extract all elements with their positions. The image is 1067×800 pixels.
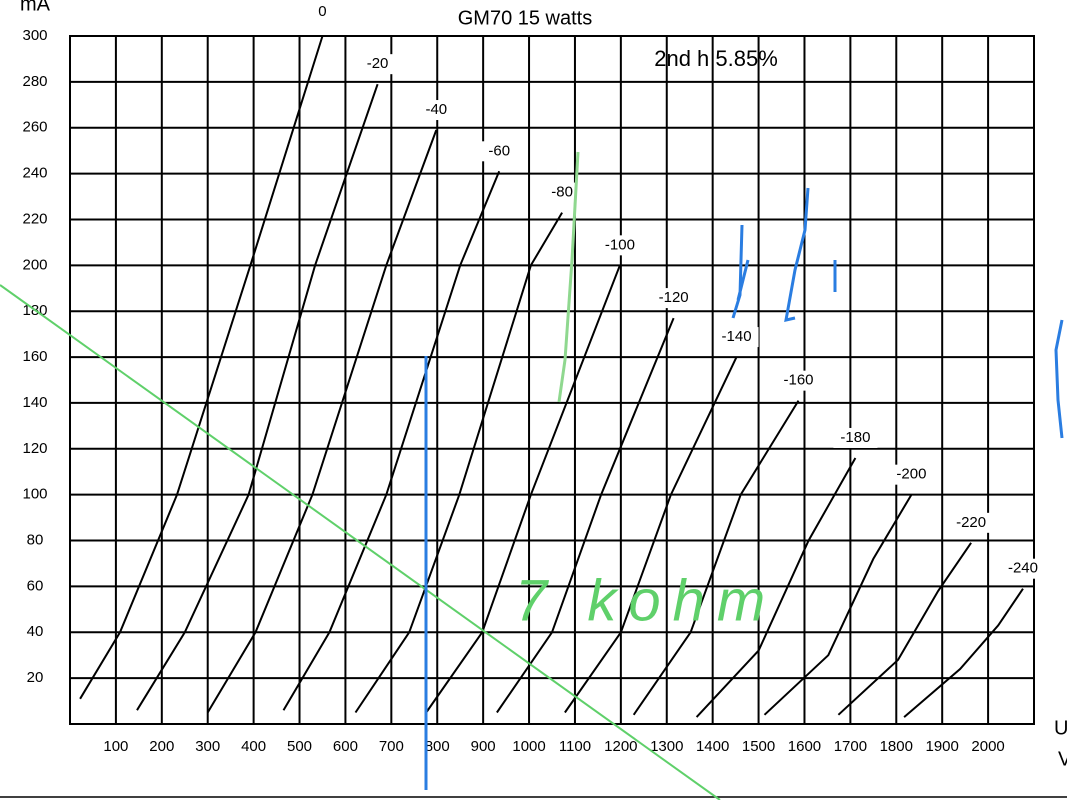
label-bg <box>1000 558 1045 579</box>
curve-label: -100 <box>605 236 635 253</box>
x-tick-label: 2000 <box>971 738 1004 755</box>
y-tick-label: 220 <box>22 210 47 227</box>
curve <box>837 542 972 716</box>
curve-label: -20 <box>367 55 389 72</box>
x-tick-label: 700 <box>379 738 404 755</box>
x-axis-label: U <box>1054 717 1067 739</box>
y-tick-label: 60 <box>27 577 44 594</box>
x-tick-label: 1700 <box>834 738 867 755</box>
chart-title: GM70 15 watts <box>458 7 593 29</box>
x-tick-label: 600 <box>333 738 358 755</box>
y-tick-label: 120 <box>22 440 47 457</box>
curve-label: -120 <box>659 289 689 306</box>
label-bg <box>544 182 580 203</box>
x-tick-label: 1500 <box>742 738 775 755</box>
x-tick-label: 200 <box>149 738 174 755</box>
curve-label: -60 <box>488 142 510 159</box>
y-tick-label: 280 <box>22 73 47 90</box>
label-bg <box>651 288 696 309</box>
y-tick-label: 100 <box>22 486 47 503</box>
y-tick-label: 140 <box>22 394 47 411</box>
x-tick-label: 1400 <box>696 738 729 755</box>
curve <box>136 83 379 711</box>
x-tick-label: 1600 <box>788 738 821 755</box>
label-bg <box>714 327 759 348</box>
curve <box>354 212 563 714</box>
y-tick-label: 260 <box>22 119 47 136</box>
curve-label: -220 <box>956 514 986 531</box>
y-tick-label: 80 <box>27 532 44 549</box>
x-axis-unit: V <box>1058 748 1067 770</box>
curve <box>425 264 621 714</box>
curve <box>632 400 800 716</box>
curve <box>206 129 438 714</box>
curve-label: -140 <box>722 328 752 345</box>
x-tick-label: 1000 <box>512 738 545 755</box>
label-bg <box>418 100 454 121</box>
curve <box>282 170 501 711</box>
label-bg <box>313 2 331 22</box>
x-tick-label: 800 <box>425 738 450 755</box>
curve-label: -40 <box>425 101 447 118</box>
annotation: 7 kohm <box>515 568 777 633</box>
x-tick-label: 1300 <box>650 738 683 755</box>
annotation: 2nd h 5.85% <box>654 46 778 71</box>
y-axis-label: mA <box>20 0 51 15</box>
label-bg <box>360 54 396 75</box>
curve <box>564 356 738 714</box>
y-tick-label: 200 <box>22 256 47 273</box>
label-bg <box>833 427 878 448</box>
x-tick-label: 1800 <box>880 738 913 755</box>
label-bg <box>597 235 642 256</box>
curve <box>903 588 1024 718</box>
curve <box>695 457 857 718</box>
curve-label: -240 <box>1008 560 1038 577</box>
load-line <box>0 284 721 800</box>
y-tick-label: 160 <box>22 348 47 365</box>
label-bg <box>949 512 994 533</box>
x-tick-label: 300 <box>195 738 220 755</box>
curve-label: -180 <box>840 429 870 446</box>
curve-label: -160 <box>783 372 813 389</box>
label-bg <box>889 464 934 485</box>
y-tick-label: 40 <box>27 623 44 640</box>
plot: 100 200 300 400 500 600 700 800 900 1000 1100 1200 1… <box>22 2 1045 755</box>
curve <box>763 494 913 716</box>
y-tick-label: 300 <box>22 27 47 44</box>
scribble <box>557 151 580 403</box>
x-tick-label: 1900 <box>926 738 959 755</box>
x-tick-label: 1200 <box>604 738 637 755</box>
y-tick-label: 20 <box>27 669 44 686</box>
label-bg <box>481 141 517 162</box>
curve-label: -80 <box>551 184 573 201</box>
curve <box>79 35 324 700</box>
x-tick-label: 1100 <box>559 738 591 755</box>
label-bg <box>776 370 821 391</box>
curve-label: 0 <box>318 3 326 20</box>
y-tick-label: 240 <box>22 165 47 182</box>
curve <box>496 317 675 714</box>
curve-label: -200 <box>896 466 926 483</box>
x-tick-label: 900 <box>471 738 496 755</box>
x-tick-label: 400 <box>241 738 266 755</box>
x-tick-label: 100 <box>103 738 128 755</box>
x-tick-label: 500 <box>287 738 312 755</box>
scribble <box>731 187 1064 439</box>
